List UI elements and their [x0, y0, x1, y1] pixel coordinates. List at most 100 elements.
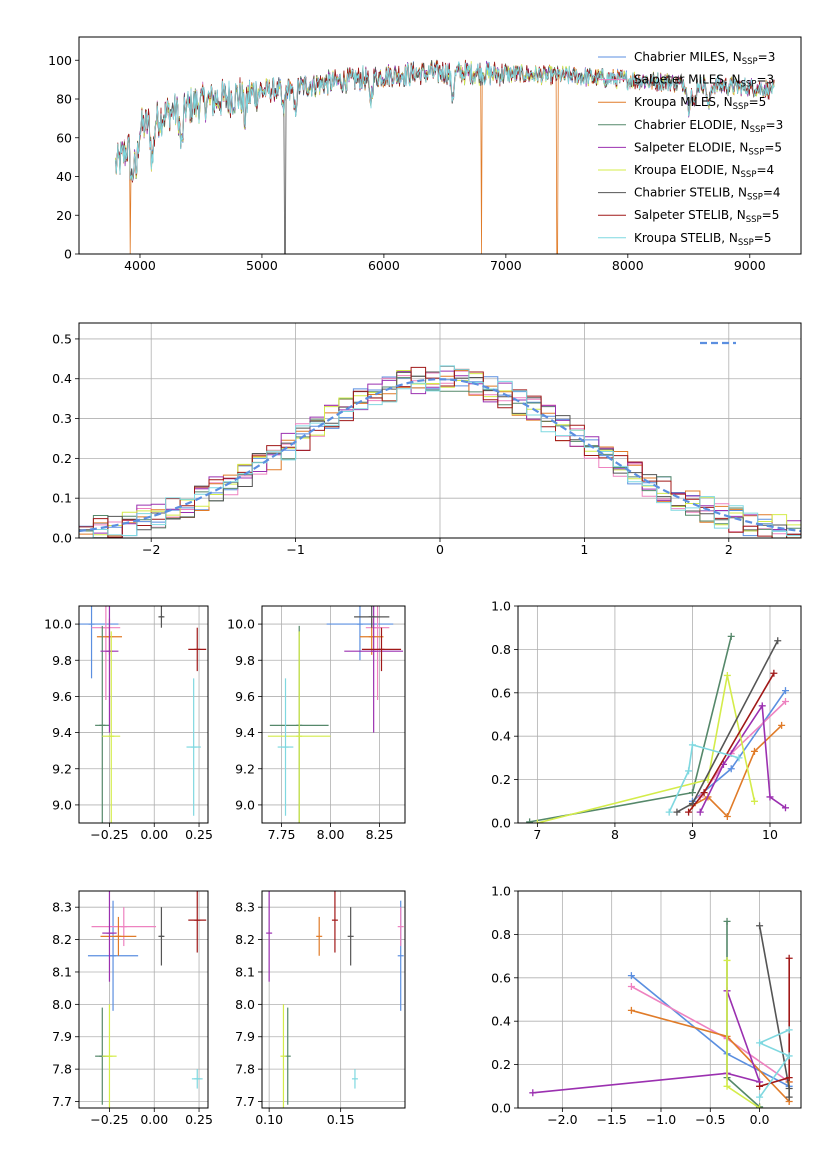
weight-line [676, 640, 779, 813]
x-tick-label: 2 [725, 542, 733, 557]
data-marker [781, 697, 789, 705]
y-tick-label: 10.0 [44, 617, 72, 632]
axes-frame [261, 890, 406, 1109]
plot-area-weight-vs-age [526, 632, 789, 823]
plot-area-weight-vs-Z [529, 917, 793, 1108]
data-marker [766, 793, 774, 801]
data-marker [723, 1082, 731, 1090]
y-tick-label: 0.2 [491, 772, 511, 787]
y-tick-label: 0.0 [491, 816, 511, 831]
data-marker [781, 687, 789, 695]
spectrum-line [115, 60, 775, 254]
y-tick-label: 0.4 [491, 729, 511, 744]
panel-mass-vs-Z: −0.25 0.00 0.25 7.7 7.8 7.9 8.0 8.1 8.2 8.3 [52, 890, 213, 1127]
axes-frame [78, 322, 802, 539]
y-tick-label: 0.8 [491, 642, 511, 657]
x-tick-label: 0.25 [185, 827, 213, 842]
data-marker [723, 671, 731, 679]
data-marker [727, 632, 735, 640]
y-tick-label: 9.0 [235, 797, 255, 812]
y-tick-label: 0 [64, 247, 72, 262]
weight-line [757, 1029, 791, 1098]
data-marker [785, 1052, 793, 1060]
data-marker [756, 1093, 764, 1101]
weight-line [668, 743, 740, 813]
x-tick-label: 5000 [246, 258, 278, 273]
data-marker [750, 797, 758, 805]
y-tick-label: 0.4 [52, 371, 72, 386]
data-marker [735, 754, 743, 762]
axes-frame [517, 890, 802, 1109]
y-tick-label: 20 [56, 208, 72, 223]
axes-frame [78, 36, 802, 255]
data-marker [627, 972, 635, 980]
y-tick-label: 9.2 [235, 761, 255, 776]
x-tick-label: 0.00 [140, 1112, 168, 1127]
x-tick-label: −1.0 [646, 1112, 676, 1127]
y-tick-label: 7.9 [52, 1029, 72, 1044]
x-tick-label: 8000 [612, 258, 644, 273]
legend-entry: Kroupa ELODIE, NSSP=4 [634, 163, 774, 180]
x-tick-label: −0.25 [90, 1112, 128, 1127]
y-tick-label: 9.6 [52, 689, 72, 704]
y-tick-label: 9.4 [235, 725, 255, 740]
x-tick-label: 7000 [490, 258, 522, 273]
axes-frame [261, 605, 406, 824]
data-marker [526, 818, 534, 823]
x-tick-label: 9000 [734, 258, 766, 273]
axes-frame [517, 605, 802, 824]
data-marker [785, 1093, 793, 1101]
data-marker [770, 669, 778, 677]
y-tick-label: 0.6 [491, 970, 511, 985]
data-marker [778, 721, 786, 729]
y-tick-label: 8.1 [235, 964, 255, 979]
y-tick-label: 8.2 [52, 932, 72, 947]
x-tick-label: −2 [142, 542, 160, 557]
axes-frame [78, 605, 209, 824]
weight-line [699, 703, 786, 813]
data-marker [665, 808, 673, 816]
plot-area-mass-vs-Z [87, 891, 207, 1108]
x-tick-label: 6000 [368, 258, 400, 273]
y-tick-label: 40 [56, 169, 72, 184]
data-marker [627, 1006, 635, 1014]
data-marker [696, 808, 704, 816]
x-tick-label: 8.25 [366, 827, 394, 842]
y-tick-label: 9.2 [52, 761, 72, 776]
x-tick-label: 7 [533, 827, 541, 842]
weight-line [726, 921, 761, 1108]
x-tick-label: −2.0 [547, 1112, 577, 1127]
data-marker [723, 812, 731, 820]
y-tick-label: 0.5 [52, 331, 72, 346]
x-tick-label: 0 [436, 542, 444, 557]
data-marker [785, 1074, 793, 1082]
y-tick-label: 10.0 [227, 617, 255, 632]
x-tick-label: 0.0 [750, 1112, 770, 1127]
y-tick-label: 8.3 [52, 900, 72, 915]
y-tick-label: 9.0 [52, 797, 72, 812]
y-tick-label: 7.8 [235, 1062, 255, 1077]
y-tick-label: 8.0 [52, 997, 72, 1012]
y-tick-label: 9.8 [235, 653, 255, 668]
y-tick-label: 0.6 [491, 685, 511, 700]
y-tick-label: 8.3 [235, 900, 255, 915]
y-tick-label: 0.0 [491, 1101, 511, 1116]
panel-weight-vs-age: 7 8 9 10 0.0 0.2 0.4 0.6 0.8 1.0 [491, 599, 802, 842]
x-tick-label: 10 [762, 827, 778, 842]
x-tick-label: 8 [611, 827, 619, 842]
gaussian-curve [79, 378, 801, 533]
data-marker [673, 808, 681, 816]
y-tick-label: 80 [56, 92, 72, 107]
legend: Chabrier MILES, NSSP=3 Salpeter MILES, NS… [598, 50, 783, 248]
panel-age-vs-Z: −0.25 0.00 0.25 9.0 9.2 9.4 9.6 9.8 10.0 [44, 605, 213, 842]
x-tick-label: 1 [580, 542, 588, 557]
panel-weight-vs-Z: −2.0 −1.5 −1.0 −0.5 0.0 0.0 0.2 0.4 0.6 0.8 1.0 [491, 884, 802, 1127]
y-tick-label: 0.8 [491, 927, 511, 942]
y-tick-label: 0.2 [491, 1057, 511, 1072]
x-tick-label: 0.00 [140, 827, 168, 842]
y-tick-label: 60 [56, 130, 72, 145]
y-tick-label: 0.1 [52, 491, 72, 506]
plot-area-spectrum [115, 59, 775, 254]
x-tick-label: 0.10 [255, 1112, 283, 1127]
